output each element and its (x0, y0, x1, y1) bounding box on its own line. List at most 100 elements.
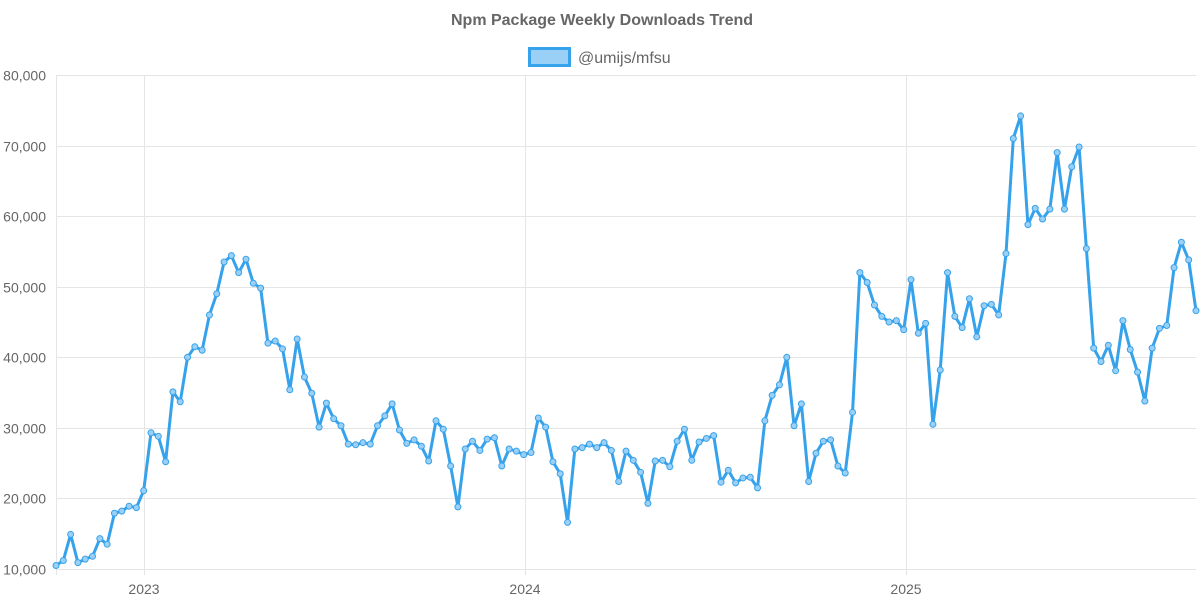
data-point[interactable] (198, 346, 206, 354)
data-point[interactable] (856, 269, 864, 277)
data-point[interactable] (783, 353, 791, 361)
data-point[interactable] (1039, 215, 1047, 223)
data-point[interactable] (527, 449, 535, 457)
data-point[interactable] (249, 279, 257, 287)
data-point[interactable] (746, 473, 754, 481)
data-point[interactable] (1031, 204, 1039, 212)
data-point[interactable] (600, 439, 608, 447)
data-point[interactable] (1141, 397, 1149, 405)
data-point[interactable] (315, 423, 323, 431)
data-point[interactable] (330, 415, 338, 423)
data-point[interactable] (439, 425, 447, 433)
data-point[interactable] (556, 470, 564, 478)
data-point[interactable] (1134, 368, 1142, 376)
data-point[interactable] (1163, 322, 1171, 330)
data-point[interactable] (227, 252, 235, 260)
data-point[interactable] (571, 445, 579, 453)
data-point[interactable] (900, 326, 908, 334)
data-point[interactable] (1009, 135, 1017, 143)
data-point[interactable] (132, 504, 140, 512)
data-point[interactable] (549, 458, 557, 466)
data-point[interactable] (1119, 317, 1127, 325)
data-point[interactable] (644, 499, 652, 507)
data-point[interactable] (593, 444, 601, 452)
data-point[interactable] (490, 434, 498, 442)
data-point[interactable] (659, 456, 667, 464)
data-point[interactable] (67, 530, 75, 538)
data-point[interactable] (89, 552, 97, 560)
data-point[interactable] (1097, 358, 1105, 366)
data-point[interactable] (271, 337, 279, 345)
data-point[interactable] (615, 477, 623, 485)
data-point[interactable] (300, 373, 308, 381)
data-point[interactable] (578, 444, 586, 452)
data-point[interactable] (52, 561, 60, 569)
data-point[interactable] (768, 391, 776, 399)
data-point[interactable] (1148, 344, 1156, 352)
data-point[interactable] (1075, 143, 1083, 151)
data-point[interactable] (374, 422, 382, 430)
data-point[interactable] (739, 474, 747, 482)
data-point[interactable] (651, 457, 659, 465)
data-point[interactable] (140, 487, 148, 495)
data-point[interactable] (103, 540, 111, 548)
data-point[interactable] (892, 317, 900, 325)
data-point[interactable] (878, 312, 886, 320)
data-point[interactable] (505, 445, 513, 453)
data-point[interactable] (1053, 149, 1061, 157)
data-point[interactable] (1170, 264, 1178, 272)
data-point[interactable] (564, 518, 572, 526)
data-point[interactable] (1002, 250, 1010, 258)
data-point[interactable] (169, 388, 177, 396)
data-point[interactable] (673, 437, 681, 445)
data-point[interactable] (863, 278, 871, 286)
data-point[interactable] (461, 445, 469, 453)
data-point[interactable] (812, 449, 820, 457)
data-point[interactable] (732, 479, 740, 487)
data-point[interactable] (1046, 205, 1054, 213)
data-point[interactable] (1082, 245, 1090, 253)
data-point[interactable] (827, 436, 835, 444)
data-point[interactable] (637, 468, 645, 476)
data-point[interactable] (469, 437, 477, 445)
data-point[interactable] (542, 423, 550, 431)
data-point[interactable] (951, 312, 959, 320)
data-point[interactable] (264, 339, 272, 347)
data-point[interactable] (242, 255, 250, 263)
data-point[interactable] (775, 381, 783, 389)
data-point[interactable] (293, 335, 301, 343)
data-point[interactable] (205, 311, 213, 319)
data-point[interactable] (607, 446, 615, 454)
data-point[interactable] (995, 311, 1003, 319)
data-point[interactable] (176, 398, 184, 406)
data-point[interactable] (308, 389, 316, 397)
data-point[interactable] (1104, 341, 1112, 349)
data-point[interactable] (359, 439, 367, 447)
data-point[interactable] (520, 451, 528, 459)
data-point[interactable] (447, 462, 455, 470)
data-point[interactable] (410, 436, 418, 444)
data-point[interactable] (417, 442, 425, 450)
data-point[interactable] (870, 301, 878, 309)
data-point[interactable] (483, 435, 491, 443)
data-point[interactable] (622, 447, 630, 455)
data-point[interactable] (1177, 238, 1185, 246)
data-point[interactable] (476, 446, 484, 454)
data-point[interactable] (184, 353, 192, 361)
data-point[interactable] (717, 478, 725, 486)
data-point[interactable] (936, 366, 944, 374)
data-point[interactable] (819, 437, 827, 445)
data-point[interactable] (1185, 256, 1193, 264)
data-point[interactable] (147, 429, 155, 437)
data-point[interactable] (849, 408, 857, 416)
data-point[interactable] (702, 434, 710, 442)
data-point[interactable] (534, 414, 542, 422)
data-point[interactable] (944, 269, 952, 277)
data-point[interactable] (154, 432, 162, 440)
data-point[interactable] (695, 438, 703, 446)
data-point[interactable] (162, 458, 170, 466)
data-point[interactable] (1090, 344, 1098, 352)
data-point[interactable] (724, 466, 732, 474)
data-point[interactable] (220, 258, 228, 266)
data-point[interactable] (761, 417, 769, 425)
